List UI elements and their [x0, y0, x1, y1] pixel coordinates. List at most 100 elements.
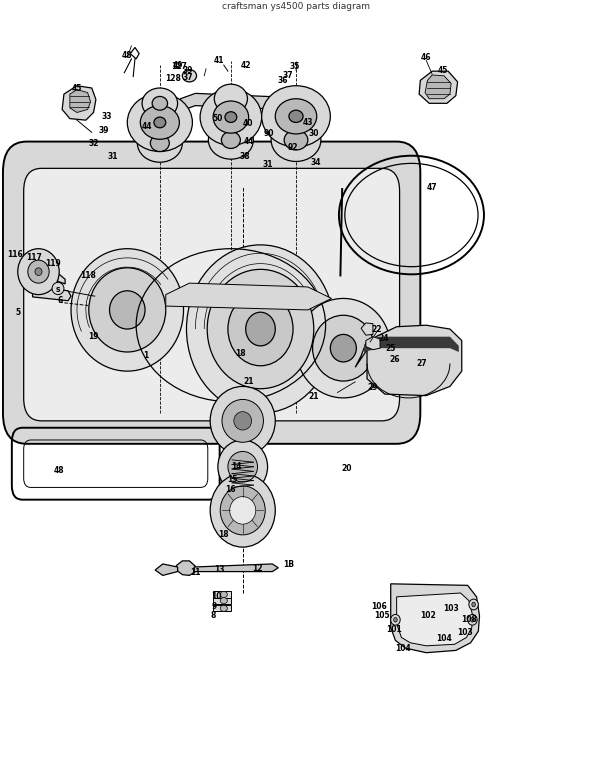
Text: 108: 108 — [462, 615, 477, 624]
Text: 31: 31 — [263, 160, 274, 169]
Polygon shape — [28, 268, 65, 284]
Text: 19: 19 — [88, 332, 98, 341]
Text: 127: 127 — [172, 62, 187, 71]
Ellipse shape — [220, 591, 227, 598]
Polygon shape — [364, 337, 459, 352]
Text: 43: 43 — [303, 118, 313, 127]
Polygon shape — [366, 337, 380, 350]
Text: craftsman ys4500 parts diagram: craftsman ys4500 parts diagram — [222, 2, 370, 12]
Text: 1: 1 — [144, 351, 149, 361]
Ellipse shape — [207, 269, 314, 388]
Text: 45: 45 — [437, 66, 448, 75]
Text: 104: 104 — [436, 634, 452, 644]
Ellipse shape — [394, 618, 397, 622]
Text: 35: 35 — [289, 62, 300, 71]
Text: 102: 102 — [420, 611, 436, 621]
Polygon shape — [166, 283, 332, 310]
Text: 49: 49 — [172, 61, 183, 69]
Text: 116: 116 — [7, 251, 22, 259]
Text: 26: 26 — [389, 355, 400, 365]
Ellipse shape — [213, 101, 249, 133]
Ellipse shape — [140, 105, 179, 139]
Ellipse shape — [186, 245, 334, 413]
Ellipse shape — [71, 248, 184, 371]
Ellipse shape — [210, 386, 275, 455]
Text: 103: 103 — [457, 628, 472, 638]
Text: 29: 29 — [368, 384, 378, 392]
Text: 48: 48 — [54, 466, 65, 475]
Ellipse shape — [296, 298, 391, 398]
Text: 37: 37 — [182, 73, 193, 82]
Text: 36: 36 — [278, 76, 288, 85]
Ellipse shape — [154, 117, 166, 128]
Text: 39: 39 — [182, 66, 193, 75]
Ellipse shape — [471, 618, 474, 622]
Polygon shape — [361, 323, 373, 335]
Ellipse shape — [221, 131, 240, 148]
Ellipse shape — [89, 268, 166, 352]
Polygon shape — [397, 593, 472, 646]
Text: 31: 31 — [107, 152, 118, 161]
Polygon shape — [194, 564, 278, 571]
Ellipse shape — [313, 315, 374, 381]
Text: 42: 42 — [240, 61, 251, 69]
Polygon shape — [70, 89, 91, 112]
Text: 119: 119 — [46, 259, 61, 268]
Text: 104: 104 — [395, 644, 410, 654]
Polygon shape — [155, 564, 178, 575]
Ellipse shape — [289, 110, 303, 122]
Ellipse shape — [218, 440, 268, 494]
Ellipse shape — [330, 335, 356, 362]
Ellipse shape — [200, 88, 262, 145]
Text: 46: 46 — [421, 53, 432, 62]
Text: 103: 103 — [443, 604, 459, 613]
Text: s: s — [55, 285, 60, 294]
Ellipse shape — [275, 98, 317, 134]
Text: 39: 39 — [98, 125, 109, 135]
Ellipse shape — [225, 112, 237, 122]
Polygon shape — [213, 605, 231, 611]
Ellipse shape — [228, 292, 293, 366]
Ellipse shape — [52, 282, 64, 295]
Ellipse shape — [220, 598, 227, 604]
Ellipse shape — [35, 268, 42, 275]
Text: 12: 12 — [252, 564, 263, 573]
Polygon shape — [425, 75, 451, 98]
Polygon shape — [391, 584, 480, 653]
Text: 11: 11 — [190, 568, 201, 577]
Ellipse shape — [469, 599, 478, 610]
Text: 9: 9 — [212, 601, 217, 611]
Text: 50: 50 — [213, 114, 223, 123]
FancyBboxPatch shape — [3, 141, 420, 444]
Text: 1B: 1B — [284, 560, 294, 569]
Text: 16: 16 — [226, 485, 236, 494]
Ellipse shape — [391, 614, 400, 625]
Ellipse shape — [228, 451, 258, 482]
Ellipse shape — [262, 85, 330, 147]
Ellipse shape — [127, 93, 192, 151]
FancyBboxPatch shape — [24, 168, 400, 421]
Text: 18: 18 — [236, 349, 246, 358]
Ellipse shape — [208, 121, 253, 159]
Text: 5: 5 — [15, 308, 20, 317]
Polygon shape — [355, 325, 462, 395]
Text: 40: 40 — [242, 119, 253, 128]
Text: 25: 25 — [385, 345, 396, 354]
Text: 47: 47 — [427, 183, 437, 192]
Text: 27: 27 — [416, 359, 427, 368]
Text: 20: 20 — [341, 464, 352, 473]
Polygon shape — [181, 93, 308, 111]
Text: 37: 37 — [283, 72, 294, 80]
Text: 92: 92 — [288, 143, 298, 152]
Ellipse shape — [220, 486, 265, 535]
Text: 10: 10 — [211, 592, 221, 601]
Text: 106: 106 — [372, 602, 387, 611]
Ellipse shape — [234, 411, 252, 430]
Ellipse shape — [284, 130, 308, 150]
Ellipse shape — [271, 118, 321, 161]
Text: 8: 8 — [210, 611, 216, 621]
Text: 117: 117 — [26, 253, 41, 262]
Polygon shape — [176, 561, 195, 575]
Text: 118: 118 — [80, 271, 95, 280]
Ellipse shape — [182, 70, 197, 82]
